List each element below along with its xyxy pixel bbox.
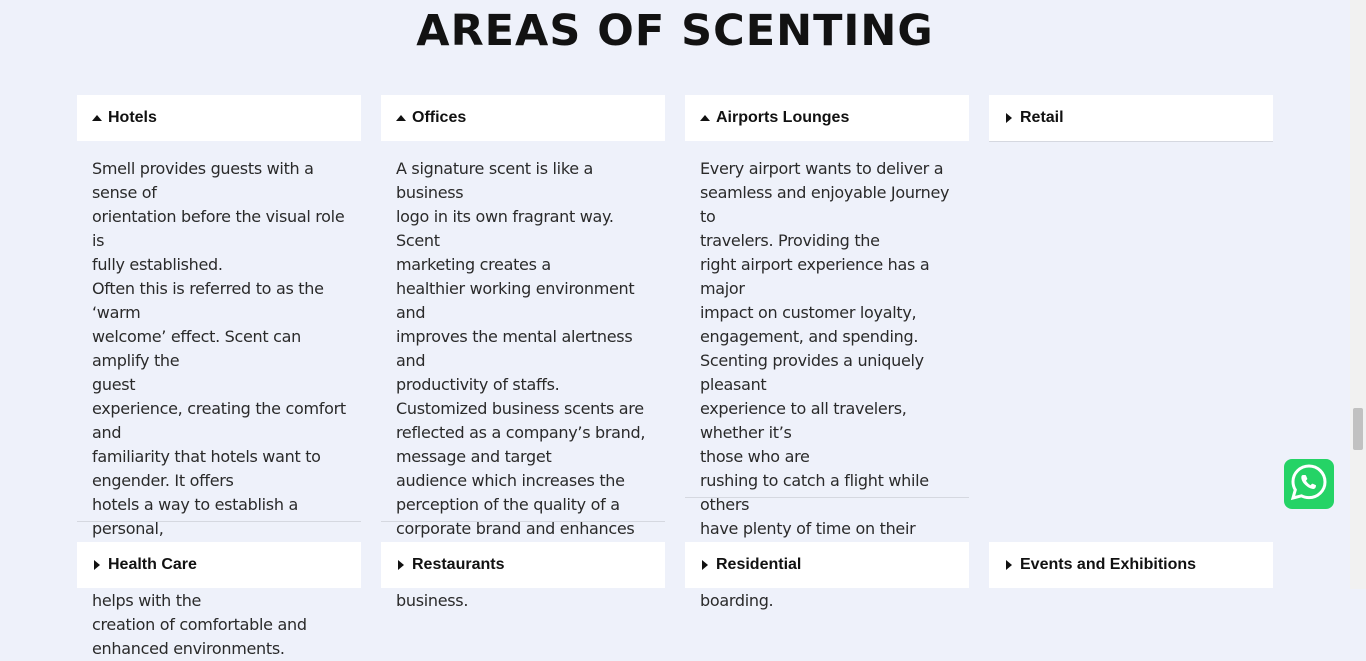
caret-right-icon	[1003, 112, 1015, 124]
accordion-restaurants: Restaurants	[381, 542, 665, 588]
text-line: boarding.	[700, 591, 774, 610]
text-line: experience to all travelers, whether it’…	[700, 399, 907, 442]
caret-right-icon	[699, 559, 711, 571]
accordion-health-care: Health Care	[77, 542, 361, 588]
accordion-residential: Residential	[685, 542, 969, 588]
page-scrollbar[interactable]	[1350, 0, 1366, 589]
accordion-title: Residential	[716, 556, 802, 573]
text-line: reflected as a company’s brand,	[396, 423, 646, 442]
text-line: A signature scent is like a business	[396, 159, 594, 202]
accordion-title: Health Care	[108, 556, 197, 573]
text-line: right airport experience has a major	[700, 255, 930, 298]
divider	[381, 521, 665, 522]
text-line: perception of the quality of a	[396, 495, 620, 514]
accordion-header-health-care[interactable]: Health Care	[77, 542, 361, 588]
text-line: business.	[396, 591, 469, 610]
text-line: Smell provides guests with a sense of	[92, 159, 314, 202]
accordion-airports-lounges: Airports Lounges Every airport wants to …	[685, 95, 969, 613]
divider	[989, 141, 1273, 142]
caret-up-icon	[395, 112, 407, 124]
text-line: marketing creates a	[396, 255, 551, 274]
text-line: rushing to catch a flight while others	[700, 471, 929, 514]
text-line: experience, creating the comfort and	[92, 399, 346, 442]
accordion-events-and-exhibitions: Events and Exhibitions	[989, 542, 1273, 588]
text-line: impact on customer loyalty,	[700, 303, 917, 322]
text-line: engagement, and spending.	[700, 327, 919, 346]
accordion-header-restaurants[interactable]: Restaurants	[381, 542, 665, 588]
text-line: those who are	[700, 447, 810, 466]
accordion-retail: Retail	[989, 95, 1273, 141]
accordion-title: Offices	[412, 109, 467, 126]
text-line: fully established.	[92, 255, 223, 274]
caret-up-icon	[699, 112, 711, 124]
text-line: corporate brand and enhances	[396, 519, 635, 538]
accordion-header-airports-lounges[interactable]: Airports Lounges	[685, 95, 969, 141]
section-heading: AREAS OF SCENTING	[416, 6, 934, 56]
text-line: engender. It offers	[92, 471, 234, 490]
accordion-header-residential[interactable]: Residential	[685, 542, 969, 588]
caret-right-icon	[395, 559, 407, 571]
accordion-title: Restaurants	[412, 556, 505, 573]
whatsapp-button[interactable]	[1284, 459, 1334, 509]
text-line: welcome’ effect. Scent can amplify the	[92, 327, 301, 370]
accordion-offices: Offices A signature scent is like a busi…	[381, 95, 665, 613]
text-line: Every airport wants to deliver a	[700, 159, 944, 178]
text-line: healthier working environment and	[396, 279, 635, 322]
text-line: travelers. Providing the	[700, 231, 880, 250]
text-line: logo in its own fragrant way. Scent	[396, 207, 614, 250]
accordion-header-offices[interactable]: Offices	[381, 95, 665, 141]
text-line: Customized business scents are	[396, 399, 644, 418]
text-line: hotels a way to establish a personal,	[92, 495, 298, 538]
text-line: helps with the	[92, 591, 202, 610]
text-line: message and target	[396, 447, 552, 466]
divider	[77, 521, 361, 522]
caret-right-icon	[1003, 559, 1015, 571]
accordion-title: Retail	[1020, 109, 1064, 126]
accordion-header-events-and-exhibitions[interactable]: Events and Exhibitions	[989, 542, 1273, 588]
accordion-title: Events and Exhibitions	[1020, 556, 1197, 573]
text-line: guest	[92, 375, 136, 394]
text-line: Often this is referred to as the ‘warm	[92, 279, 324, 322]
text-line: orientation before the visual role is	[92, 207, 345, 250]
caret-up-icon	[91, 112, 103, 124]
accordion-header-hotels[interactable]: Hotels	[77, 95, 361, 141]
text-line: audience which increases the	[396, 471, 625, 490]
text-line: seamless and enjoyable Journey to	[700, 183, 950, 226]
text-line: Scenting provides a uniquely pleasant	[700, 351, 924, 394]
text-line: improves the mental alertness and	[396, 327, 633, 370]
accordion-title: Airports Lounges	[716, 109, 850, 126]
accordion-header-retail[interactable]: Retail	[989, 95, 1273, 141]
text-line: productivity of staffs.	[396, 375, 560, 394]
text-line: familiarity that hotels want to	[92, 447, 321, 466]
scrollbar-thumb[interactable]	[1353, 408, 1363, 450]
divider	[685, 497, 969, 498]
text-line: creation of comfortable and	[92, 615, 307, 634]
text-line: enhanced environments.	[92, 639, 285, 658]
caret-right-icon	[91, 559, 103, 571]
whatsapp-icon	[1289, 462, 1329, 507]
accordion-title: Hotels	[108, 109, 157, 126]
